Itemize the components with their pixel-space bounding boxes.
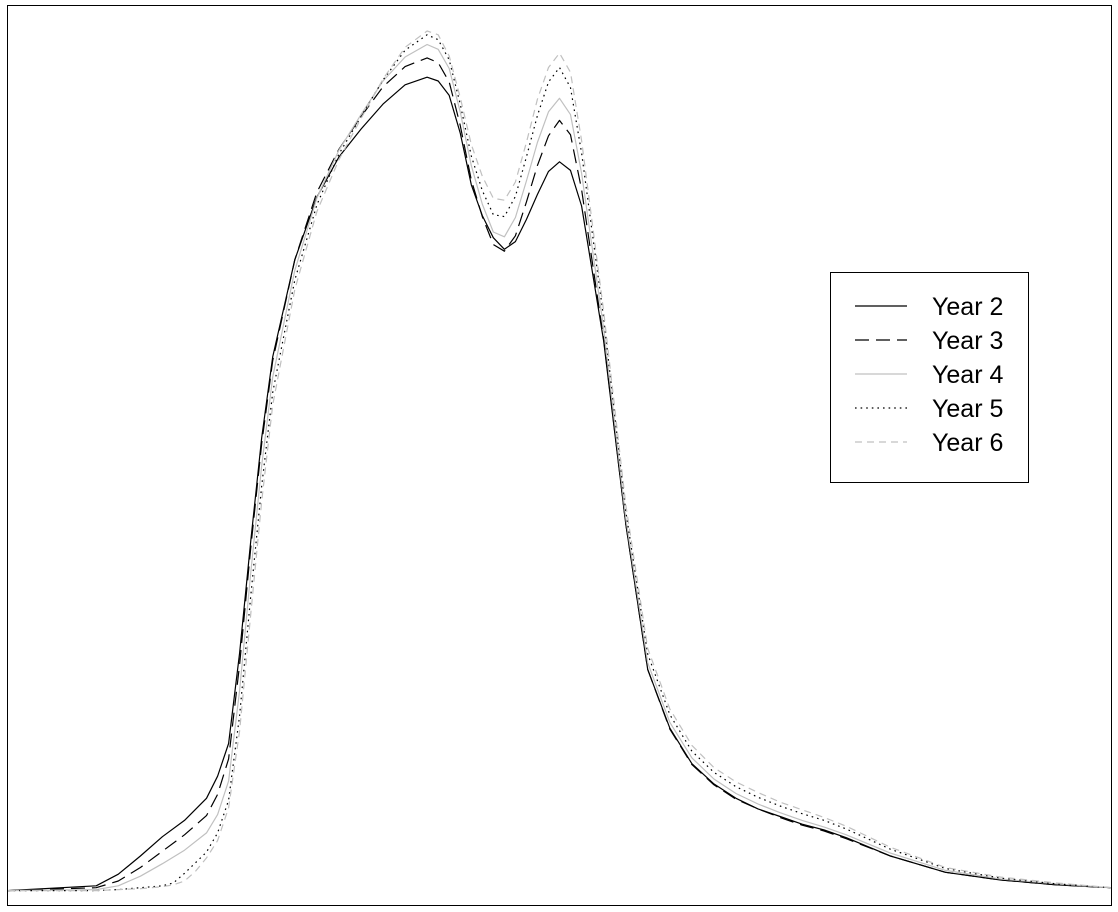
series-line-3 <box>7 43 1112 892</box>
legend: Year 2 Year 3 Year 4 Year 5 Year 6 <box>830 272 1029 483</box>
series-line-5 <box>8 30 1112 892</box>
series-line-1 <box>7 76 1112 892</box>
legend-label-2: Year 3 <box>932 327 1003 355</box>
legend-label-4: Year 5 <box>932 395 1003 423</box>
legend-label-5: Year 6 <box>932 429 1003 457</box>
series-line-2 <box>7 57 1112 892</box>
legend-label-3: Year 4 <box>932 361 1003 389</box>
series-layer <box>7 30 1112 892</box>
legend-label-1: Year 2 <box>932 293 1003 321</box>
legend-box <box>830 272 1029 483</box>
